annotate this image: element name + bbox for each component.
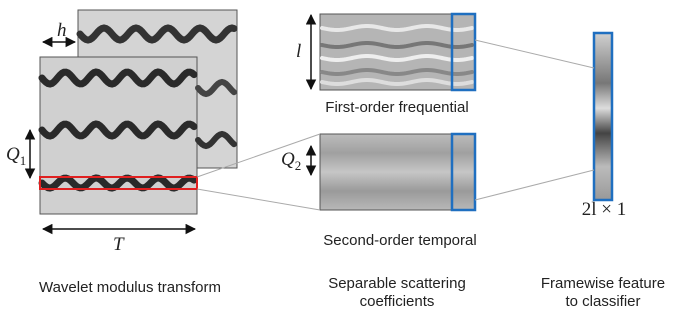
feature-vector [594, 33, 612, 200]
subscript: 2 [295, 158, 302, 173]
caption: Separable scattering [328, 275, 466, 292]
symbol: Q [281, 149, 295, 170]
subscript: 1 [20, 153, 27, 168]
diagram: h Q1 T l Q2 2l × 1 First-order frequenti… [0, 0, 675, 310]
caption: Wavelet modulus transform [39, 279, 221, 296]
q1-label: Q1 [6, 144, 26, 168]
symbol: Q [6, 144, 20, 165]
size-label: 2l × 1 [582, 199, 627, 220]
caption: First-order frequential [325, 99, 468, 116]
caption: Framewise feature [541, 275, 665, 292]
caption: coefficients [360, 293, 435, 310]
t-label: T [113, 234, 125, 255]
page: h Q1 T l Q2 2l × 1 First-order frequenti… [0, 0, 675, 310]
caption: to classifier [565, 293, 640, 310]
shift-label: h [57, 20, 67, 41]
caption: Second-order temporal [323, 232, 476, 249]
l-label: l [296, 41, 301, 62]
q2-label: Q2 [281, 149, 301, 173]
